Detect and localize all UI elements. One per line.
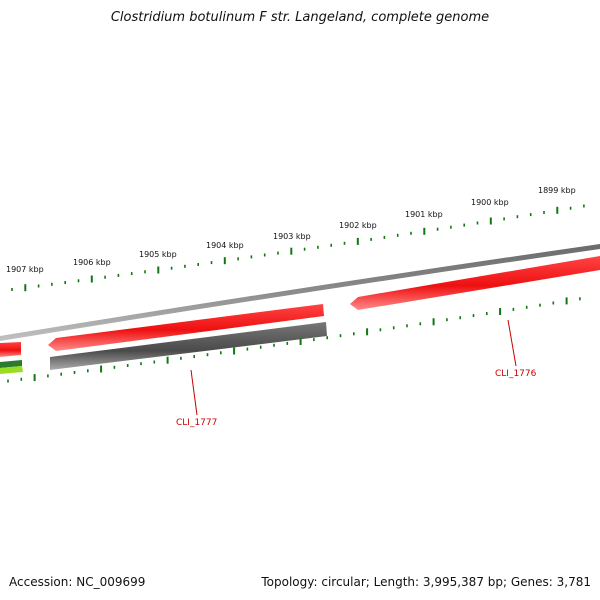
forward-gene-arrow bbox=[48, 304, 324, 351]
outer-tick-ring bbox=[11, 204, 585, 292]
inner-tick-ring bbox=[7, 297, 581, 383]
kbp-label: 1900 kbp bbox=[471, 198, 509, 207]
forward-gene-arrow bbox=[350, 256, 600, 310]
accession-text: Accession: NC_009699 bbox=[9, 575, 146, 589]
gene-leader-line bbox=[507, 319, 517, 367]
reverse-gene-arrow bbox=[50, 322, 327, 370]
genome-backbone bbox=[0, 244, 600, 341]
genome-summary-text: Topology: circular; Length: 3,995,387 bp… bbox=[261, 575, 591, 589]
kbp-label: 1901 kbp bbox=[405, 210, 443, 219]
kbp-label: 1907 kbp bbox=[6, 265, 44, 274]
lime-gene-arrow bbox=[0, 366, 23, 374]
map-title: Clostridium botulinum F str. Langeland, … bbox=[110, 10, 490, 25]
kbp-label: 1906 kbp bbox=[73, 258, 111, 267]
kbp-label: 1899 kbp bbox=[538, 186, 576, 195]
kbp-label: 1903 kbp bbox=[273, 232, 311, 241]
kbp-label: 1904 kbp bbox=[206, 241, 244, 250]
gene-leader-line bbox=[190, 369, 198, 416]
gene-label: CLI_1776 bbox=[495, 369, 537, 379]
forward-gene-arrow bbox=[0, 342, 21, 357]
gene-label: CLI_1777 bbox=[176, 418, 217, 428]
green-gene-arrow bbox=[0, 360, 22, 368]
kbp-label: 1902 kbp bbox=[339, 221, 377, 230]
kbp-label: 1905 kbp bbox=[139, 250, 177, 259]
